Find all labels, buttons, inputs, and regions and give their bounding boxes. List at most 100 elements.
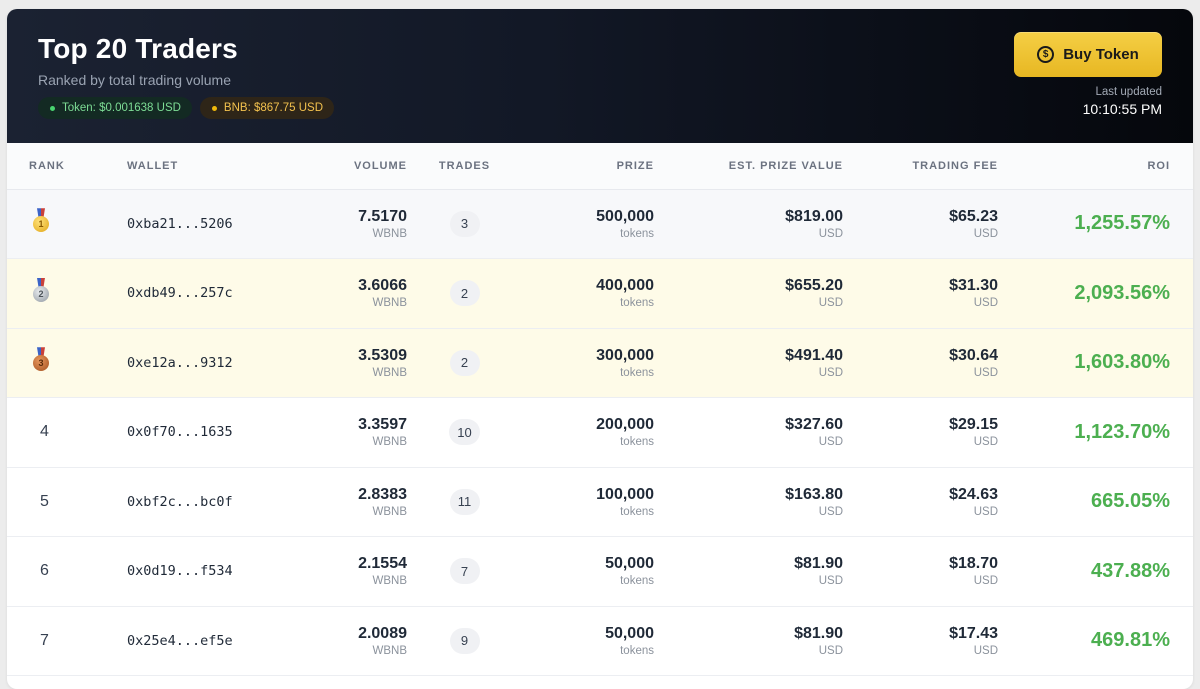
wallet-address[interactable]: 0xba21...5206 — [127, 215, 233, 232]
column-header-volume[interactable]: VOLUME — [257, 143, 407, 190]
trading-fee-value: $65.23 — [949, 207, 998, 225]
bnb-price-badge: BNB: $867.75 USD — [199, 97, 335, 119]
trading-fee-cell: $31.30 USD — [843, 259, 998, 329]
trading-fee-cell: $65.23 USD — [843, 189, 998, 259]
table-row[interactable]: 5 0xbf2c...bc0f 2.8383 WBNB 11 100,000 tokens $… — [7, 467, 1193, 537]
coin-icon: $ — [1037, 46, 1055, 63]
est-prize-value: $655.20 — [785, 277, 843, 295]
wallet-cell: 0x0f70...1635 — [97, 398, 257, 468]
table-header-row: RANK WALLET VOLUME TRADES PRIZE EST. PRI… — [7, 143, 1193, 190]
roi-cell: 1,603.80% — [998, 328, 1193, 398]
medal-ribbon — [37, 277, 45, 288]
table-row[interactable]: 4 0x0f70...1635 3.3597 WBNB 10 200,000 tokens $… — [7, 398, 1193, 468]
trading-fee-unit: USD — [973, 227, 998, 240]
trades-cell: 2 — [407, 259, 522, 329]
trading-fee-cell: $30.64 USD — [843, 328, 998, 398]
rank-cell: 7 — [7, 606, 97, 676]
buy-token-button[interactable]: $ Buy Token — [1014, 32, 1162, 77]
column-header-wallet[interactable]: WALLET — [97, 143, 257, 190]
prize-cell: 100,000 tokens — [522, 467, 654, 537]
roi-value: 469.81% — [1091, 629, 1170, 652]
trading-fee-value: $31.30 — [949, 277, 998, 295]
column-header-rank[interactable]: RANK — [7, 143, 97, 190]
status-dot-icon — [50, 105, 55, 111]
trades-cell: 2 — [407, 328, 522, 398]
volume-cell: 7.5170 WBNB — [257, 189, 407, 259]
bnb-price-text: BNB: $867.75 USD — [223, 102, 324, 114]
prize-unit: tokens — [620, 575, 654, 588]
prize-value: 400,000 — [596, 277, 654, 295]
prize-cell: 200,000 tokens — [522, 398, 654, 468]
column-header-roi[interactable]: ROI — [998, 143, 1193, 190]
buy-token-label: Buy Token — [1063, 46, 1139, 63]
wallet-cell: 0xdb49...257c — [97, 259, 257, 329]
volume-value: 2.8383 — [358, 485, 407, 503]
silver-medal-icon: 2 — [33, 277, 49, 304]
est-prize-value: $491.40 — [785, 346, 843, 364]
volume-unit: WBNB — [372, 436, 408, 449]
wallet-address[interactable]: 0x0d19...f534 — [127, 563, 233, 580]
table-row[interactable]: 7 0x25e4...ef5e 2.0089 WBNB 9 50,000 tokens $81… — [7, 606, 1193, 676]
table-row[interactable]: 3 0xe12a...9312 3.5309 WBNB 2 300,000 tokens $4… — [7, 328, 1193, 398]
column-header-prize[interactable]: PRIZE — [522, 143, 654, 190]
rank-cell: 5 — [7, 467, 97, 537]
wallet-cell: 0xba21...5206 — [97, 189, 257, 259]
rank-cell: 1 — [7, 189, 97, 259]
trading-fee-unit: USD — [973, 297, 998, 310]
est-prize-value: $819.00 — [785, 207, 843, 225]
roi-cell: 1,255.57% — [998, 189, 1193, 259]
volume-value: 2.1554 — [358, 555, 407, 573]
price-pills: Token: $0.001638 USD BNB: $867.75 USD — [38, 97, 335, 119]
wallet-address[interactable]: 0xbf2c...bc0f — [127, 493, 233, 510]
leaderboard-card: Top 20 Traders Ranked by total trading v… — [7, 9, 1193, 689]
wallet-address[interactable]: 0xdb49...257c — [127, 285, 233, 302]
est-prize-unit: USD — [818, 366, 843, 379]
traders-table: RANK WALLET VOLUME TRADES PRIZE EST. PRI… — [7, 143, 1193, 676]
volume-unit: WBNB — [372, 297, 408, 310]
volume-cell: 2.1554 WBNB — [257, 537, 407, 607]
table-row[interactable]: 6 0x0d19...f534 2.1554 WBNB 7 50,000 tokens $81… — [7, 537, 1193, 607]
trades-cell: 3 — [407, 189, 522, 259]
prize-unit: tokens — [620, 297, 654, 310]
trading-fee-cell: $17.43 USD — [843, 606, 998, 676]
rank-cell: 3 — [7, 328, 97, 398]
table-row[interactable]: 1 0xba21...5206 7.5170 WBNB 3 500,000 tokens $8… — [7, 189, 1193, 259]
wallet-address[interactable]: 0x25e4...ef5e — [127, 632, 233, 649]
est-prize-unit: USD — [818, 505, 843, 518]
column-header-est-prize-value[interactable]: EST. PRIZE VALUE — [654, 143, 843, 190]
trading-fee-value: $30.64 — [949, 346, 998, 364]
prize-unit: tokens — [620, 436, 654, 449]
trading-fee-unit: USD — [973, 436, 998, 449]
prize-value: 50,000 — [605, 624, 654, 642]
status-dot-icon — [211, 105, 217, 111]
wallet-address[interactable]: 0x0f70...1635 — [127, 424, 233, 441]
medal-ribbon — [37, 208, 45, 219]
trades-count-badge: 11 — [449, 488, 480, 515]
leaderboard-header: Top 20 Traders Ranked by total trading v… — [7, 9, 1193, 143]
last-updated-label: Last updated — [1095, 86, 1162, 98]
medal-ribbon — [37, 347, 45, 358]
prize-cell: 400,000 tokens — [522, 259, 654, 329]
trading-fee-cell: $24.63 USD — [843, 467, 998, 537]
est-prize-unit: USD — [818, 227, 843, 240]
est-prize-value-cell: $819.00 USD — [654, 189, 843, 259]
rank-number: 5 — [40, 492, 49, 510]
volume-cell: 2.0089 WBNB — [257, 606, 407, 676]
wallet-address[interactable]: 0xe12a...9312 — [127, 354, 233, 371]
column-header-trading-fee[interactable]: TRADING FEE — [843, 143, 998, 190]
trades-cell: 9 — [407, 606, 522, 676]
trading-fee-value: $18.70 — [949, 555, 998, 573]
volume-unit: WBNB — [372, 227, 408, 240]
est-prize-value: $163.80 — [785, 485, 843, 503]
trading-fee-value: $17.43 — [949, 624, 998, 642]
table-row[interactable]: 2 0xdb49...257c 3.6066 WBNB 2 400,000 tokens $6… — [7, 258, 1193, 329]
est-prize-unit: USD — [818, 297, 843, 310]
volume-value: 3.3597 — [358, 416, 407, 434]
column-header-trades[interactable]: TRADES — [407, 143, 522, 190]
rank-cell: 2 — [7, 259, 97, 329]
trading-fee-unit: USD — [973, 575, 998, 588]
roi-value: 437.88% — [1091, 559, 1170, 582]
volume-cell: 3.6066 WBNB — [257, 259, 407, 329]
wallet-cell: 0xbf2c...bc0f — [97, 467, 257, 537]
trades-cell: 7 — [407, 537, 522, 607]
